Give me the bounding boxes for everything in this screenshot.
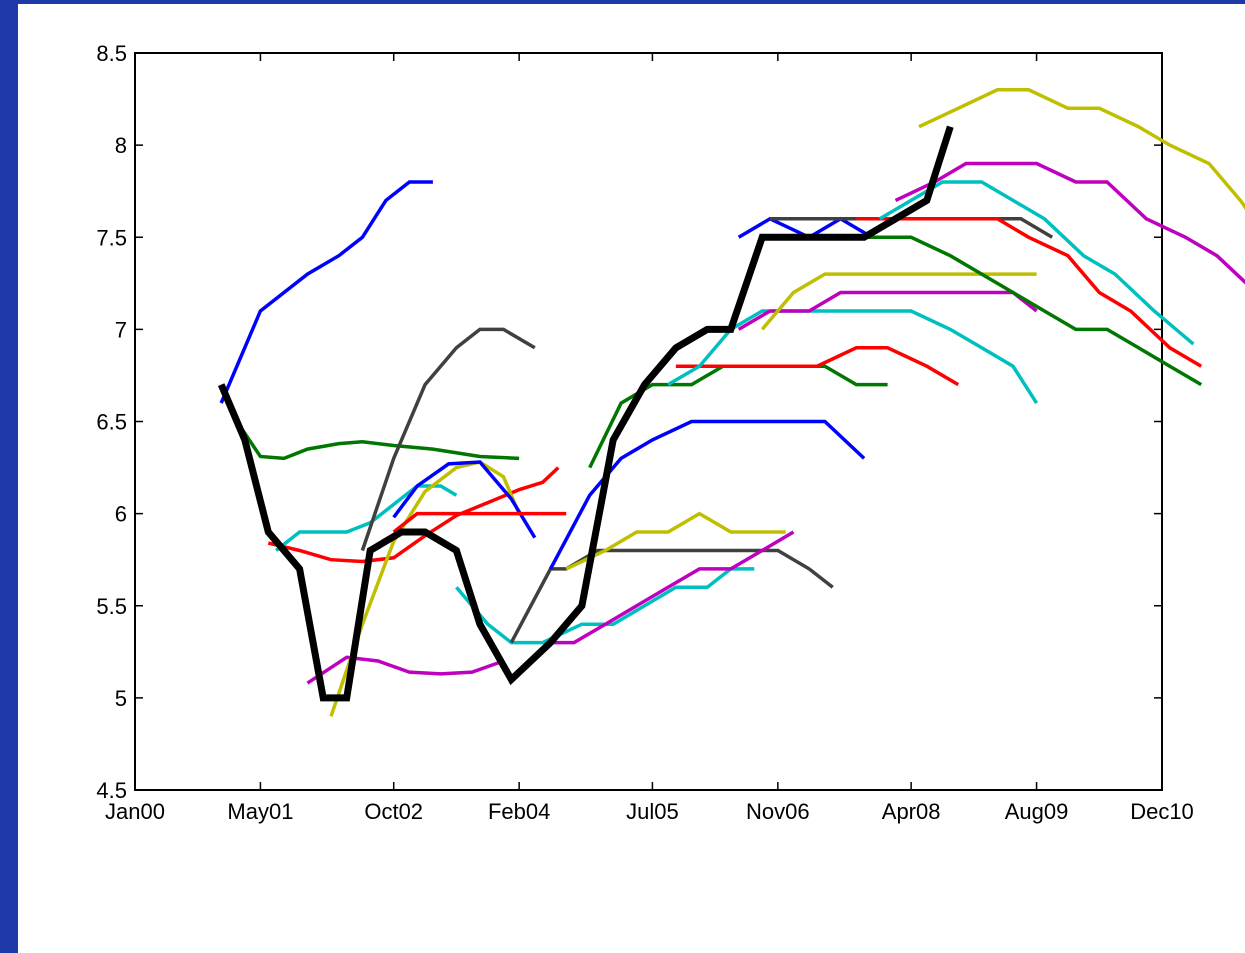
series-line-6 — [329, 460, 521, 717]
series-line-2 — [235, 420, 520, 461]
y-tick-label: 4.5 — [96, 778, 127, 803]
x-tick-label: Nov06 — [746, 799, 810, 824]
series-line-5 — [306, 655, 505, 685]
series-line-10 — [455, 567, 755, 645]
series-line-16 — [675, 346, 960, 387]
x-tick-label: Oct02 — [364, 799, 423, 824]
series-line-7 — [360, 327, 536, 552]
slide-frame-top — [0, 0, 1245, 4]
y-tick-label: 5 — [115, 686, 127, 711]
series-layer — [217, 88, 1245, 717]
series-line-25 — [894, 161, 1245, 285]
series-line-19 — [760, 272, 1037, 331]
y-tick-label: 8 — [115, 133, 127, 158]
series-line-11 — [509, 548, 834, 644]
x-tick-label: Jan00 — [105, 799, 165, 824]
series-line-18 — [737, 290, 1038, 331]
series-line-23 — [856, 217, 1203, 368]
axis-tick-labels: Jan00 May01 Oct02 Feb04 Jul05 Nov06 Apr08 Aug09… — [96, 41, 1193, 824]
y-tick-label: 7.5 — [96, 225, 127, 250]
x-tick-label: Jul05 — [626, 799, 679, 824]
series-line-8 — [392, 460, 537, 539]
y-tick-label: 6 — [115, 502, 127, 527]
x-tick-label: Feb04 — [488, 799, 550, 824]
series-line-27 — [217, 125, 954, 702]
series-line-26 — [918, 88, 1245, 210]
x-tick-label: May01 — [227, 799, 293, 824]
x-tick-label: Apr08 — [882, 799, 941, 824]
y-tick-label: 7 — [115, 317, 127, 342]
axis-ticks — [134, 52, 1163, 791]
series-line-1 — [219, 180, 433, 404]
series-line-13 — [565, 511, 786, 571]
slide-frame-left — [0, 0, 18, 953]
series-line-9 — [392, 511, 567, 534]
x-tick-label: Dec10 — [1130, 799, 1194, 824]
series-line-12 — [510, 530, 795, 681]
y-tick-label: 8.5 — [96, 41, 127, 66]
x-tick-label: Aug09 — [1005, 799, 1069, 824]
y-tick-label: 6.5 — [96, 410, 127, 435]
y-tick-label: 5.5 — [96, 594, 127, 619]
series-line-17 — [667, 309, 1039, 405]
